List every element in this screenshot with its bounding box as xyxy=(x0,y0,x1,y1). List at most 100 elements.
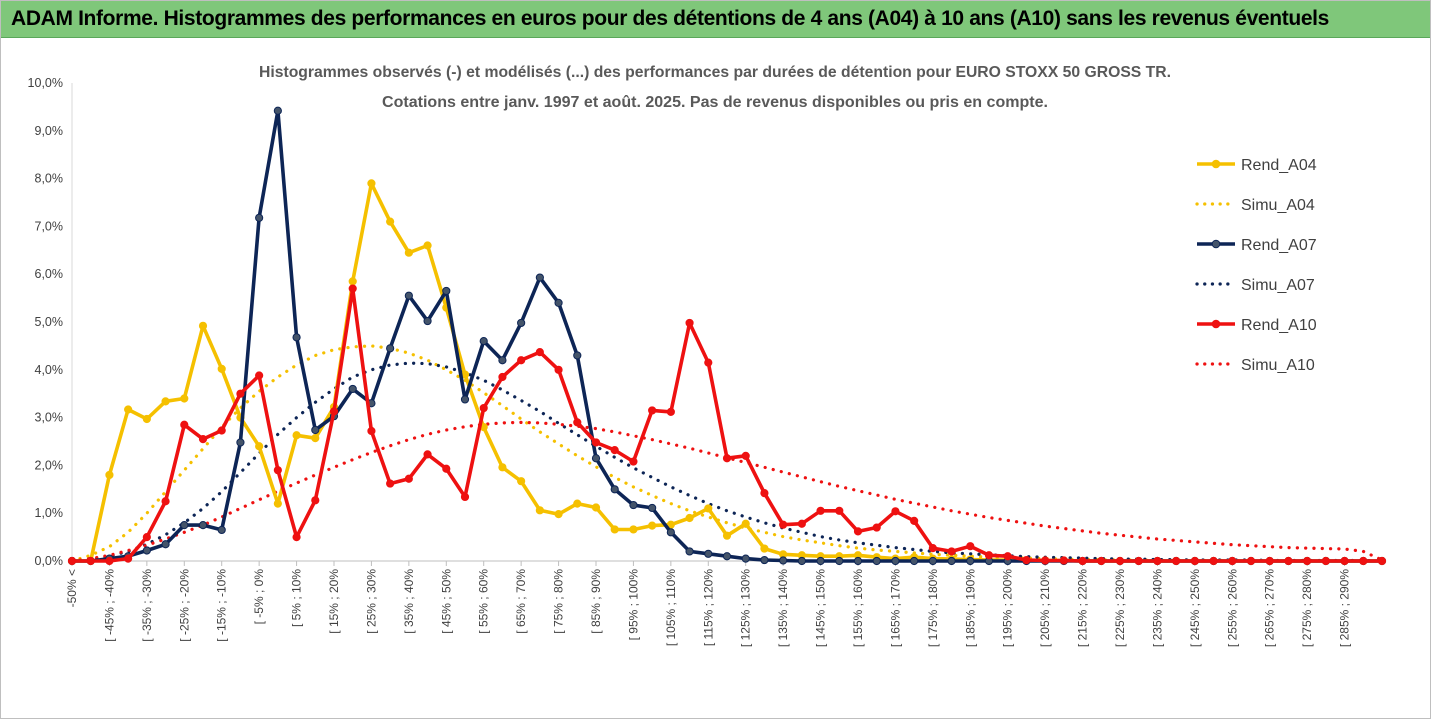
x-tick-label: [ 105% ; 110% xyxy=(664,569,678,646)
data-point xyxy=(1209,556,1218,566)
data-point xyxy=(1134,556,1143,566)
series-line xyxy=(70,420,1384,563)
legend-item-simu-a07: Simu_A07 xyxy=(1195,277,1315,294)
data-point xyxy=(535,506,544,515)
data-point xyxy=(348,284,357,293)
data-point xyxy=(1377,556,1387,566)
x-tick-label: [ 165% ; 170% xyxy=(888,569,902,647)
data-point xyxy=(872,523,881,532)
data-point xyxy=(648,521,657,530)
data-point xyxy=(217,525,226,535)
data-point xyxy=(311,434,320,443)
x-tick-label: [ -25% ; -20% xyxy=(177,569,191,642)
x-tick-label: [ 95% ; 100% xyxy=(626,569,640,641)
legend-marker xyxy=(1211,239,1221,249)
data-point xyxy=(105,470,114,480)
data-point xyxy=(236,389,245,398)
data-point xyxy=(535,348,544,357)
data-point xyxy=(797,556,806,566)
data-point xyxy=(255,213,264,222)
x-tick-label: [ -35% ; -30% xyxy=(140,569,154,642)
data-point xyxy=(966,542,975,551)
data-point xyxy=(779,520,788,529)
data-point xyxy=(498,372,507,382)
data-point xyxy=(610,446,619,455)
x-tick-label: [ 215% ; 220% xyxy=(1076,569,1090,647)
data-point xyxy=(1321,556,1330,566)
data-point xyxy=(367,179,376,188)
data-point xyxy=(629,500,638,510)
data-point xyxy=(404,474,413,483)
data-point xyxy=(255,442,264,451)
x-tick-label: [ 235% ; 240% xyxy=(1150,569,1164,647)
data-point xyxy=(1172,556,1181,566)
legend-label: Rend_A07 xyxy=(1241,237,1317,254)
data-point xyxy=(517,477,526,486)
data-point xyxy=(591,454,601,463)
series-line xyxy=(72,286,1382,563)
data-point xyxy=(741,554,750,563)
data-point xyxy=(1265,556,1274,566)
data-point xyxy=(460,395,470,404)
data-point xyxy=(386,344,395,353)
x-tick-label: [ 265% ; 270% xyxy=(1263,569,1277,647)
data-point xyxy=(105,556,114,566)
data-point xyxy=(311,496,320,505)
data-point xyxy=(648,503,657,513)
data-point xyxy=(423,241,432,250)
data-point xyxy=(535,273,544,282)
data-point xyxy=(180,394,189,403)
data-point xyxy=(386,217,395,226)
x-tick-label: [ 245% ; 250% xyxy=(1188,569,1202,647)
x-tick-label: [ 65% ; 70% xyxy=(514,569,528,634)
data-point xyxy=(666,528,675,537)
data-point xyxy=(1022,555,1031,565)
x-tick-label: [ 45% ; 50% xyxy=(439,569,453,634)
legend-item-simu-a10: Simu_A10 xyxy=(1195,357,1315,374)
data-point xyxy=(67,556,77,566)
x-tick-label: [ 55% ; 60% xyxy=(477,569,491,634)
data-point xyxy=(517,356,526,365)
data-point xyxy=(760,555,769,565)
data-point xyxy=(198,321,208,330)
data-point xyxy=(161,497,170,506)
data-point xyxy=(666,407,675,416)
y-tick-label: 1,0% xyxy=(35,506,64,520)
data-point xyxy=(217,426,226,435)
data-point xyxy=(797,519,806,528)
data-point xyxy=(722,454,732,463)
data-point xyxy=(741,519,750,528)
data-point xyxy=(479,337,488,346)
x-tick-label: [ 225% ; 230% xyxy=(1113,569,1127,647)
x-tick-label: [ 275% ; 280% xyxy=(1300,569,1314,647)
chart-title: Histogrammes observés (-) et modélisés (… xyxy=(259,64,1171,81)
x-tick-label: [ 205% ; 210% xyxy=(1038,569,1052,647)
x-tick-label: [ 15% ; 20% xyxy=(327,569,341,634)
y-tick-label: 9,0% xyxy=(35,124,64,138)
data-point xyxy=(573,499,582,508)
data-point xyxy=(685,318,694,328)
data-point xyxy=(498,356,507,365)
data-point xyxy=(910,516,919,525)
series-rend-a10 xyxy=(67,284,1387,566)
data-point xyxy=(760,489,769,498)
legend-label: Simu_A07 xyxy=(1241,277,1315,294)
data-point xyxy=(498,463,507,472)
x-tick-label: [ 115% ; 120% xyxy=(701,569,715,646)
data-point xyxy=(704,504,713,513)
y-tick-label: 0,0% xyxy=(35,554,64,568)
legend-label: Simu_A04 xyxy=(1241,197,1315,214)
data-point xyxy=(966,556,975,566)
x-tick-label: [ 135% ; 140% xyxy=(776,569,790,647)
x-tick-label: [ -45% ; -40% xyxy=(102,569,116,642)
data-point xyxy=(1153,556,1162,566)
data-point xyxy=(1078,556,1087,566)
data-point xyxy=(479,403,488,413)
x-tick-label: [ 5% ; 10% xyxy=(290,569,304,627)
data-point xyxy=(292,431,301,440)
legend-item-rend-a07: Rend_A07 xyxy=(1197,237,1317,254)
data-point xyxy=(423,316,432,326)
data-point xyxy=(835,506,844,515)
